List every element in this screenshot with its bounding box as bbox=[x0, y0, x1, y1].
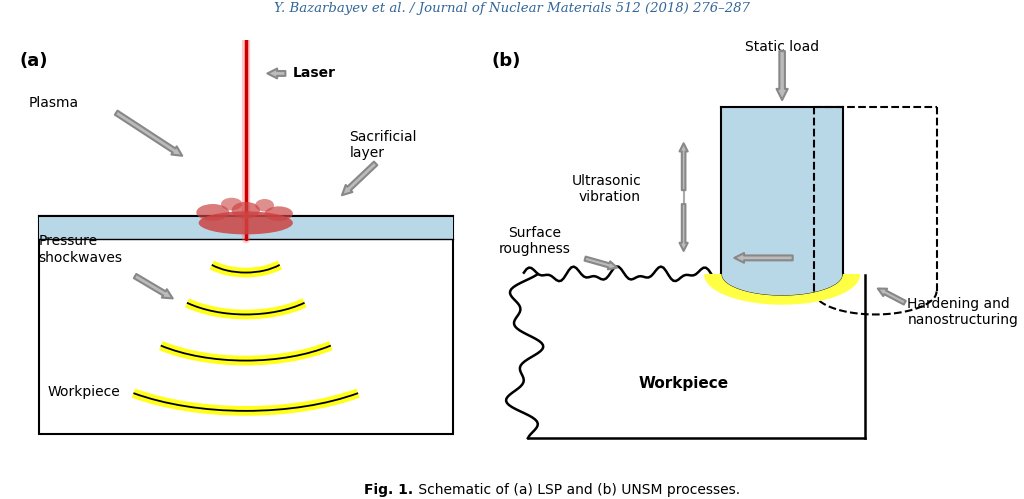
Bar bbox=[721, 107, 844, 274]
Text: Static load: Static load bbox=[745, 40, 819, 54]
Text: Workpiece: Workpiece bbox=[48, 385, 121, 399]
Ellipse shape bbox=[197, 204, 229, 221]
Text: Surface
roughness: Surface roughness bbox=[499, 226, 570, 256]
Text: V: V bbox=[759, 227, 768, 241]
Text: Workpiece: Workpiece bbox=[639, 376, 729, 391]
Text: Laser: Laser bbox=[293, 66, 336, 80]
Polygon shape bbox=[506, 266, 864, 438]
Text: Ultrasonic
vibration: Ultrasonic vibration bbox=[571, 174, 641, 204]
Text: Plasma: Plasma bbox=[29, 96, 79, 110]
Text: (a): (a) bbox=[19, 52, 48, 70]
Text: Fig. 1.: Fig. 1. bbox=[364, 483, 413, 497]
Polygon shape bbox=[721, 274, 844, 296]
Ellipse shape bbox=[264, 206, 293, 221]
Polygon shape bbox=[705, 274, 859, 304]
Bar bbox=[39, 216, 453, 434]
Ellipse shape bbox=[199, 212, 293, 235]
Text: Schematic of (a) LSP and (b) UNSM processes.: Schematic of (a) LSP and (b) UNSM proces… bbox=[414, 483, 739, 497]
Text: Y. Bazarbayev et al. / Journal of Nuclear Materials 512 (2018) 276–287: Y. Bazarbayev et al. / Journal of Nuclea… bbox=[274, 2, 750, 15]
Text: Hardening and
nanostructuring: Hardening and nanostructuring bbox=[907, 297, 1018, 327]
Bar bbox=[39, 216, 453, 239]
Text: Sacrificial
layer: Sacrificial layer bbox=[349, 130, 417, 160]
Ellipse shape bbox=[255, 199, 274, 212]
Text: Pressure
shockwaves: Pressure shockwaves bbox=[39, 235, 123, 264]
Text: (b): (b) bbox=[492, 52, 521, 70]
Ellipse shape bbox=[221, 198, 243, 210]
Ellipse shape bbox=[231, 202, 260, 219]
